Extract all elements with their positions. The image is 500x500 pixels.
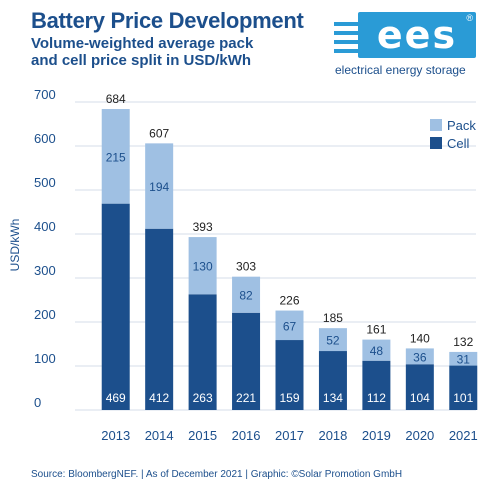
total-value-label: 607 xyxy=(149,126,169,140)
total-value-label: 132 xyxy=(453,335,473,349)
x-tick-label: 2021 xyxy=(449,428,478,443)
cell-value-label: 469 xyxy=(106,391,126,405)
bar-pack-2017 xyxy=(275,310,304,341)
legend-swatch-pack xyxy=(430,119,442,131)
y-tick-label: 400 xyxy=(34,219,56,234)
x-tick-label: 2014 xyxy=(145,428,174,443)
bar-cell-2016 xyxy=(232,312,261,410)
x-tick-label: 2020 xyxy=(405,428,434,443)
x-tick-label: 2019 xyxy=(362,428,391,443)
pack-value-label: 194 xyxy=(149,180,169,194)
pack-value-label: 48 xyxy=(370,344,384,358)
y-tick-label: 300 xyxy=(34,263,56,278)
total-value-label: 161 xyxy=(366,323,386,337)
total-value-label: 393 xyxy=(193,220,213,234)
legend-swatch-cell xyxy=(430,137,442,149)
bar-pack-2016 xyxy=(232,276,261,313)
bar-pack-2021 xyxy=(449,351,478,366)
y-tick-label: 500 xyxy=(34,175,56,190)
cell-value-label: 221 xyxy=(236,391,256,405)
y-tick-label: 700 xyxy=(34,87,56,102)
cell-value-label: 112 xyxy=(367,391,386,405)
logo-lines-icon xyxy=(334,18,358,58)
y-tick-label: 200 xyxy=(34,307,56,322)
bars: 469 215 684 412 194 607 263 130 393 221 82 303 159 67… xyxy=(101,92,478,410)
x-tick-label: 2018 xyxy=(318,428,347,443)
x-tick-label: 2015 xyxy=(188,428,217,443)
cell-value-label: 101 xyxy=(453,391,473,405)
bar-cell-2013 xyxy=(101,203,130,410)
bar-cell-2021 xyxy=(449,365,478,410)
bar-cell-2018 xyxy=(318,351,347,410)
pack-value-label: 130 xyxy=(193,260,213,274)
logo-wordmark: ees xyxy=(376,13,458,57)
legend-label-cell: Cell xyxy=(447,136,470,151)
bar-pack-2015 xyxy=(188,237,217,295)
chart-title: Battery Price Development xyxy=(31,8,304,33)
y-tick-label: 600 xyxy=(34,131,56,146)
pack-value-label: 52 xyxy=(326,334,340,348)
x-tick-label: 2013 xyxy=(101,428,130,443)
total-value-label: 303 xyxy=(236,260,256,274)
x-tick-label: 2016 xyxy=(232,428,261,443)
bar-pack-2020 xyxy=(405,348,434,365)
cell-value-label: 134 xyxy=(323,391,343,405)
chart-subtitle-line-2: and cell price split in USD/kWh xyxy=(31,52,252,69)
bar-cell-2020 xyxy=(405,364,434,410)
bar-pack-2013 xyxy=(101,109,130,204)
pack-value-label: 82 xyxy=(239,289,253,303)
bar-cell-2014 xyxy=(145,228,174,410)
logo-box: ees ® xyxy=(358,12,476,58)
cell-value-label: 263 xyxy=(193,391,213,405)
total-value-label: 684 xyxy=(106,92,126,106)
cell-value-label: 104 xyxy=(410,391,430,405)
source-note: Source: BloombergNEF. | As of December 2… xyxy=(31,469,403,480)
legend: Pack Cell xyxy=(430,118,476,151)
pack-value-label: 31 xyxy=(457,353,471,367)
bar-pack-2014 xyxy=(145,143,174,229)
bar-pack-2019 xyxy=(362,339,391,361)
y-tick-label: 0 xyxy=(34,395,41,410)
total-value-label: 226 xyxy=(279,294,299,308)
y-axis-label: USD/kWh xyxy=(8,219,22,272)
registered-mark: ® xyxy=(466,13,473,23)
cell-value-label: 412 xyxy=(149,391,169,405)
cell-value-label: 159 xyxy=(279,391,299,405)
chart-subtitle-line-1: Volume-weighted average pack xyxy=(31,35,254,52)
pack-value-label: 67 xyxy=(283,319,297,333)
pack-value-label: 36 xyxy=(413,350,427,364)
bar-cell-2017 xyxy=(275,340,304,410)
x-axis-ticks: 2013 2014 2015 2016 2017 2018 2019 2020 2021 xyxy=(101,428,477,443)
ees-logo: ees ® electrical energy storage xyxy=(334,10,476,77)
pack-value-label: 215 xyxy=(106,150,126,164)
y-axis-ticks: 0 100 200 300 400 500 600 700 xyxy=(34,87,56,410)
y-tick-label: 100 xyxy=(34,351,56,366)
total-value-label: 140 xyxy=(410,331,430,345)
total-value-label: 185 xyxy=(323,311,343,325)
bar-cell-2015 xyxy=(188,294,217,410)
bar-pack-2018 xyxy=(318,328,347,352)
logo-caption: electrical energy storage xyxy=(335,63,466,77)
bar-cell-2019 xyxy=(362,360,391,410)
legend-label-pack: Pack xyxy=(447,118,476,133)
x-tick-label: 2017 xyxy=(275,428,304,443)
